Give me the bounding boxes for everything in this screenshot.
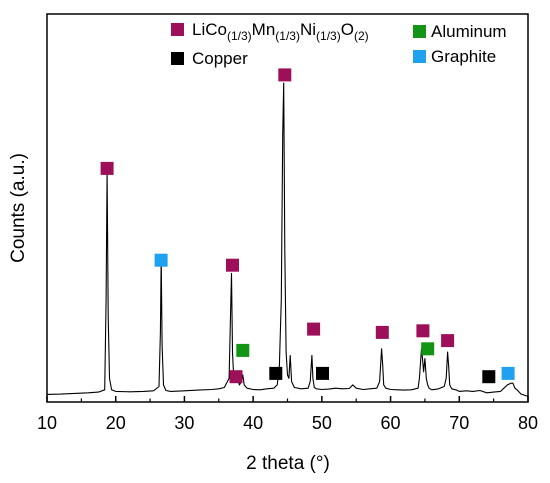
peak-marker-graphite	[501, 366, 515, 380]
peak-marker-lico-1-3-mn-1-3-ni-1-3-o-2	[375, 325, 389, 339]
peak-marker-lico-1-3-mn-1-3-ni-1-3-o-2	[100, 161, 114, 175]
peak-marker-aluminum	[421, 342, 435, 356]
licmno-part-1: LiCo	[192, 20, 227, 39]
peak-marker-lico-1-3-mn-1-3-ni-1-3-o-2	[441, 334, 455, 348]
x-tick-label: 70	[449, 413, 469, 433]
legend-swatch-graphite	[413, 50, 426, 63]
peak-marker-aluminum	[236, 343, 250, 357]
x-tick-label: 40	[243, 413, 263, 433]
y-axis-title: Counts (a.u.)	[8, 153, 29, 263]
peak-marker-lico-1-3-mn-1-3-ni-1-3-o-2	[226, 258, 239, 272]
x-tick-label: 50	[312, 413, 332, 433]
peak-marker-lico-1-3-mn-1-3-ni-1-3-o-2	[278, 68, 292, 82]
licmno-part-2: Mn	[252, 20, 276, 39]
legend-label-graphite: Graphite	[431, 47, 496, 66]
licmno-part-3: Ni	[300, 20, 316, 39]
plot-area	[46, 13, 529, 403]
licmno-part-4: O	[341, 20, 354, 39]
peak-marker-copper	[269, 366, 283, 380]
legend-swatch-licmno	[171, 23, 184, 36]
legend-label-licmno: LiCo(1/3)Mn(1/3)Ni(1/3)O(2)	[192, 20, 369, 43]
licmno-sub-4: (2)	[354, 29, 369, 43]
legend-swatch-aluminum	[413, 25, 426, 38]
licmno-sub-2: (1/3)	[275, 29, 300, 43]
x-tick-label: 20	[106, 413, 126, 433]
legend: LiCo(1/3)Mn(1/3)Ni(1/3)O(2) Aluminum Cop…	[171, 20, 507, 68]
licmno-sub-1: (1/3)	[227, 29, 252, 43]
x-tick-label: 60	[381, 413, 401, 433]
x-tick-label: 10	[37, 413, 57, 433]
x-tick-label: 30	[174, 413, 194, 433]
series-line-0	[46, 82, 529, 397]
x-axis-ticks: 10 20 30 40 50 60 70 80	[37, 396, 538, 433]
licmno-sub-3: (1/3)	[316, 29, 341, 43]
peak-marker-lico-1-3-mn-1-3-ni-1-3-o-2	[416, 324, 430, 338]
peak-marker-lico-1-3-mn-1-3-ni-1-3-o-2	[307, 322, 321, 336]
x-tick-label: 80	[518, 413, 538, 433]
peak-marker-graphite	[154, 253, 168, 267]
x-axis-title: 2 theta (°)	[246, 453, 330, 474]
legend-label-aluminum: Aluminum	[431, 22, 507, 41]
peak-marker-copper	[482, 370, 496, 384]
legend-label-copper: Copper	[192, 49, 248, 68]
legend-swatch-copper	[171, 52, 184, 65]
peak-marker-lico-1-3-mn-1-3-ni-1-3-o-2	[229, 370, 243, 384]
peak-marker-copper	[316, 366, 329, 380]
